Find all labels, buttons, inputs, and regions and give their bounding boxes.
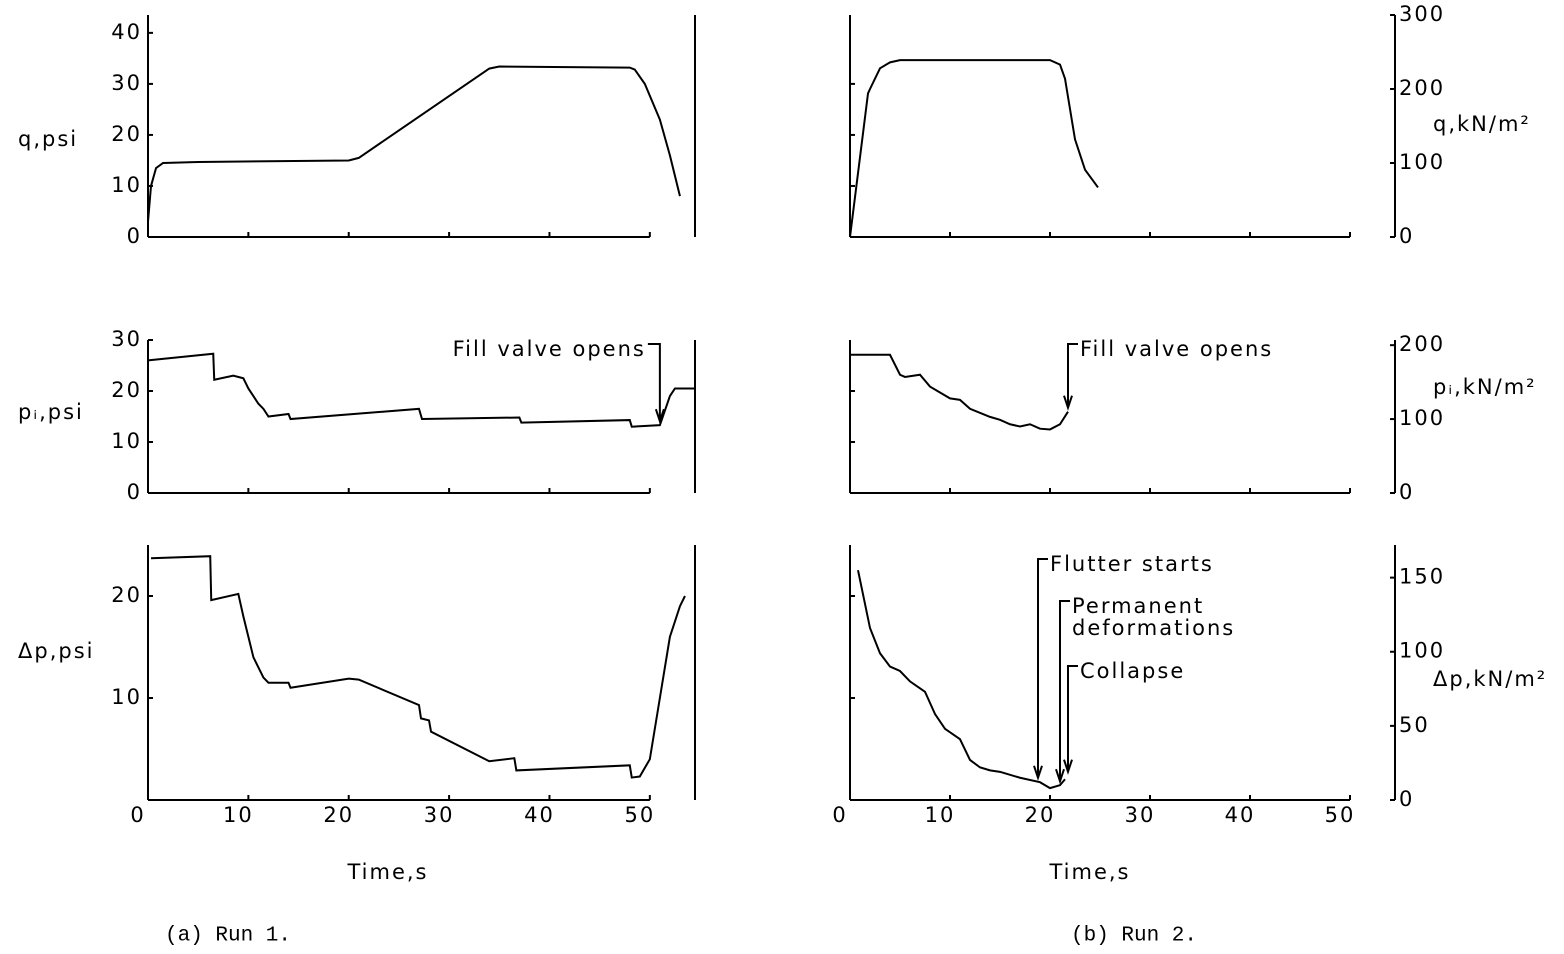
y-tick-label: 0 xyxy=(127,224,142,248)
annotation-arrow xyxy=(1063,343,1078,411)
x-axis-label: Time,s xyxy=(346,860,428,884)
y-tick-label: 0 xyxy=(127,480,142,504)
y-tick-label: 30 xyxy=(111,327,142,351)
y-tick-label: 10 xyxy=(111,685,142,709)
y2-axis-label: Δp,kN/m² xyxy=(1433,667,1547,691)
y2-tick-label: 0 xyxy=(1399,480,1414,504)
y2-tick-label: 50 xyxy=(1399,713,1430,737)
data-line xyxy=(849,59,1099,238)
y2-tick-label: 300 xyxy=(1399,2,1445,26)
y2-tick-label: 100 xyxy=(1399,150,1445,174)
annotation-arrow xyxy=(1055,600,1070,785)
data-line xyxy=(850,353,1069,431)
y-tick-label: 20 xyxy=(111,122,142,146)
x-tick-label: 40 xyxy=(1225,803,1256,827)
x-tick-label: 40 xyxy=(524,803,555,827)
y-tick-label: 10 xyxy=(111,429,142,453)
caption: (b) Run 2. xyxy=(1071,925,1197,948)
annotation-arrow xyxy=(1063,665,1078,775)
annotation: deformations xyxy=(1072,616,1235,640)
data-line xyxy=(857,569,1066,790)
x-tick-label: 20 xyxy=(1025,803,1056,827)
data-line xyxy=(147,65,681,222)
y2-axis-label: q,kN/m² xyxy=(1433,112,1531,136)
y2-tick-label: 0 xyxy=(1399,224,1414,248)
x-tick-label: 0 xyxy=(130,803,145,827)
y2-tick-label: 0 xyxy=(1399,787,1414,811)
x-axis-label: Time,s xyxy=(1048,860,1130,884)
x-tick-label: 50 xyxy=(624,803,655,827)
annotation-arrow xyxy=(1033,558,1048,781)
y2-tick-label: 100 xyxy=(1399,639,1445,663)
y-tick-label: 20 xyxy=(111,378,142,402)
data-line xyxy=(150,555,686,779)
y2-tick-label: 200 xyxy=(1399,76,1445,100)
annotation-arrow xyxy=(647,343,665,425)
y2-tick-label: 100 xyxy=(1399,406,1445,430)
annotation: Fill valve opens xyxy=(453,337,646,361)
y2-tick-label: 150 xyxy=(1399,565,1445,589)
y-tick-label: 30 xyxy=(111,71,142,95)
y-tick-label: 10 xyxy=(111,173,142,197)
x-tick-label: 30 xyxy=(1125,803,1156,827)
y-tick-label: 20 xyxy=(111,583,142,607)
annotation: Flutter starts xyxy=(1050,552,1214,576)
y2-tick-label: 200 xyxy=(1399,332,1445,356)
annotation: Permanent xyxy=(1072,594,1204,618)
x-tick-label: 10 xyxy=(925,803,956,827)
y-tick-label: 40 xyxy=(111,20,142,44)
data-line xyxy=(147,352,695,428)
caption: (a) Run 1. xyxy=(165,925,291,948)
annotation: Collapse xyxy=(1080,659,1185,683)
y2-axis-label: pᵢ,kN/m² xyxy=(1433,375,1537,399)
x-tick-label: 50 xyxy=(1325,803,1356,827)
x-tick-label: 20 xyxy=(323,803,354,827)
x-tick-label: 0 xyxy=(832,803,847,827)
annotation: Fill valve opens xyxy=(1080,337,1273,361)
y-axis-label: q,psi xyxy=(18,127,78,151)
y-axis-label: pᵢ,psi xyxy=(18,400,84,424)
x-tick-label: 30 xyxy=(424,803,455,827)
y-axis-label: Δp,psi xyxy=(18,639,94,663)
x-tick-label: 10 xyxy=(223,803,254,827)
